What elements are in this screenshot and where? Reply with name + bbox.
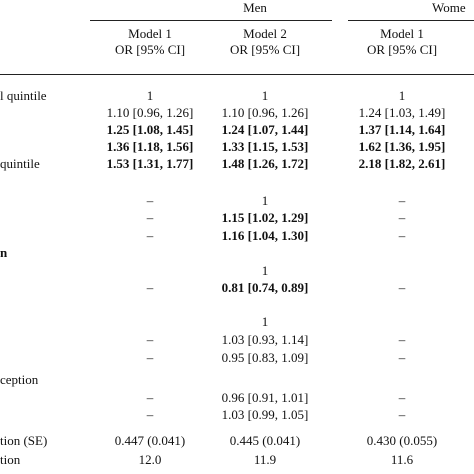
group-header: Wome <box>432 0 466 15</box>
cell: 0.96 [0.91, 1.01] <box>221 390 309 405</box>
cell: – <box>146 228 154 243</box>
cell: 1.10 [0.96, 1.26] <box>221 105 309 120</box>
cell: 0.447 (0.041) <box>114 433 186 448</box>
cell: – <box>398 350 406 365</box>
cell: 1 <box>146 88 154 103</box>
cell: – <box>146 407 154 422</box>
cell: 1.48 [1.26, 1.72] <box>221 156 309 171</box>
cell: 1.36 [1.18, 1.56] <box>106 139 194 154</box>
column-header: Model 1 <box>128 26 172 41</box>
cell: – <box>146 350 154 365</box>
cell: 12.0 <box>138 452 162 467</box>
row-label: tion <box>0 452 21 467</box>
cell: – <box>398 407 406 422</box>
cell: 1.33 [1.15, 1.53] <box>221 139 309 154</box>
cell: 1.16 [1.04, 1.30] <box>221 228 309 243</box>
cell: 1.24 [1.03, 1.49] <box>358 105 446 120</box>
group-rule <box>90 20 332 21</box>
row-label: l quintile <box>0 88 47 103</box>
row-label: ception <box>0 372 39 387</box>
cell: 1.62 [1.36, 1.95] <box>358 139 446 154</box>
cell: 11.9 <box>253 452 277 467</box>
group-header: Men <box>243 0 267 15</box>
group-rule <box>348 20 474 21</box>
cell: 1.10 [0.96, 1.26] <box>106 105 194 120</box>
cell: 1 <box>261 193 269 208</box>
header-rule <box>0 74 474 75</box>
cell: 1 <box>261 314 269 329</box>
cell: 1.24 [1.07, 1.44] <box>221 122 309 137</box>
cell: – <box>146 280 154 295</box>
cell: – <box>398 280 406 295</box>
cell: 1 <box>261 88 269 103</box>
row-label: n <box>0 245 8 260</box>
cell: 1.03 [0.99, 1.05] <box>221 407 309 422</box>
cell: 0.430 (0.055) <box>366 433 438 448</box>
cell: 0.95 [0.83, 1.09] <box>221 350 309 365</box>
column-header: OR [95% CI] <box>366 42 438 57</box>
cell: 1.53 [1.31, 1.77] <box>106 156 194 171</box>
cell: – <box>398 332 406 347</box>
cell: 1 <box>398 88 406 103</box>
cell: 0.81 [0.74, 0.89] <box>221 280 309 295</box>
column-header: OR [95% CI] <box>229 42 301 57</box>
row-label: tion (SE) <box>0 433 48 448</box>
cell: 1.25 [1.08, 1.45] <box>106 122 194 137</box>
cell: – <box>146 332 154 347</box>
cell: 2.18 [1.82, 2.61] <box>358 156 446 171</box>
cell: – <box>146 390 154 405</box>
cell: 1 <box>261 263 269 278</box>
row-label: quintile <box>0 156 40 171</box>
cell: – <box>398 193 406 208</box>
cell: 1.37 [1.14, 1.64] <box>358 122 446 137</box>
column-header: Model 1 <box>380 26 424 41</box>
column-header: Model 2 <box>243 26 287 41</box>
cell: 1.03 [0.93, 1.14] <box>221 332 309 347</box>
cell: – <box>398 228 406 243</box>
cell: – <box>398 210 406 225</box>
cell: – <box>398 390 406 405</box>
cell: – <box>146 210 154 225</box>
column-header: OR [95% CI] <box>114 42 186 57</box>
cell: 1.15 [1.02, 1.29] <box>221 210 309 225</box>
cell: – <box>146 193 154 208</box>
cell: 0.445 (0.041) <box>229 433 301 448</box>
cell: 11.6 <box>390 452 414 467</box>
